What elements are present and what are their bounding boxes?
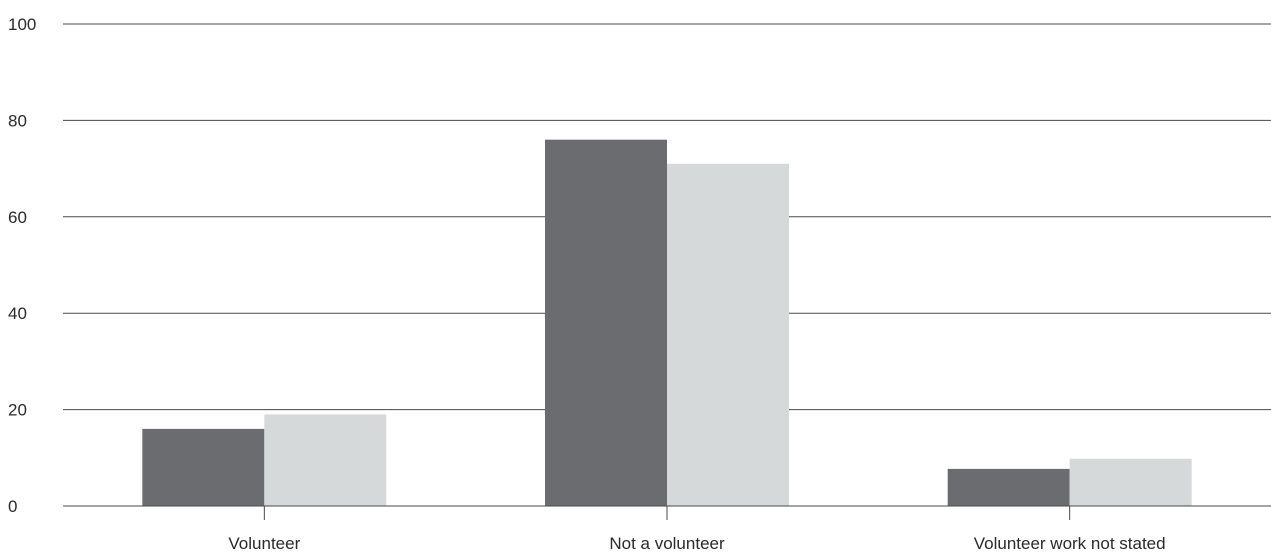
x-tick-label: Volunteer work not stated bbox=[974, 534, 1166, 553]
bar-series-1-2 bbox=[947, 468, 1070, 506]
bar-series-1-1 bbox=[545, 139, 667, 506]
bar-series-1-0 bbox=[142, 428, 265, 506]
bar-series-2-0 bbox=[264, 414, 387, 506]
bar-layer bbox=[142, 139, 1192, 506]
y-tick-label: 0 bbox=[8, 497, 17, 516]
x-tick-label: Volunteer bbox=[228, 534, 300, 553]
y-tick-label: 60 bbox=[8, 208, 27, 227]
y-tick-label: 20 bbox=[8, 401, 27, 420]
y-tick-label: 100 bbox=[8, 15, 36, 34]
y-tick-label: 40 bbox=[8, 304, 27, 323]
bar-series-2-1 bbox=[667, 163, 789, 506]
axis-layer: 0 20 40 60 80 100 Volunteer Not a volunteer Volu… bbox=[8, 15, 1271, 553]
bar-series-2-2 bbox=[1069, 458, 1192, 506]
x-tick-label: Not a volunteer bbox=[609, 534, 725, 553]
y-tick-label: 80 bbox=[8, 111, 27, 130]
